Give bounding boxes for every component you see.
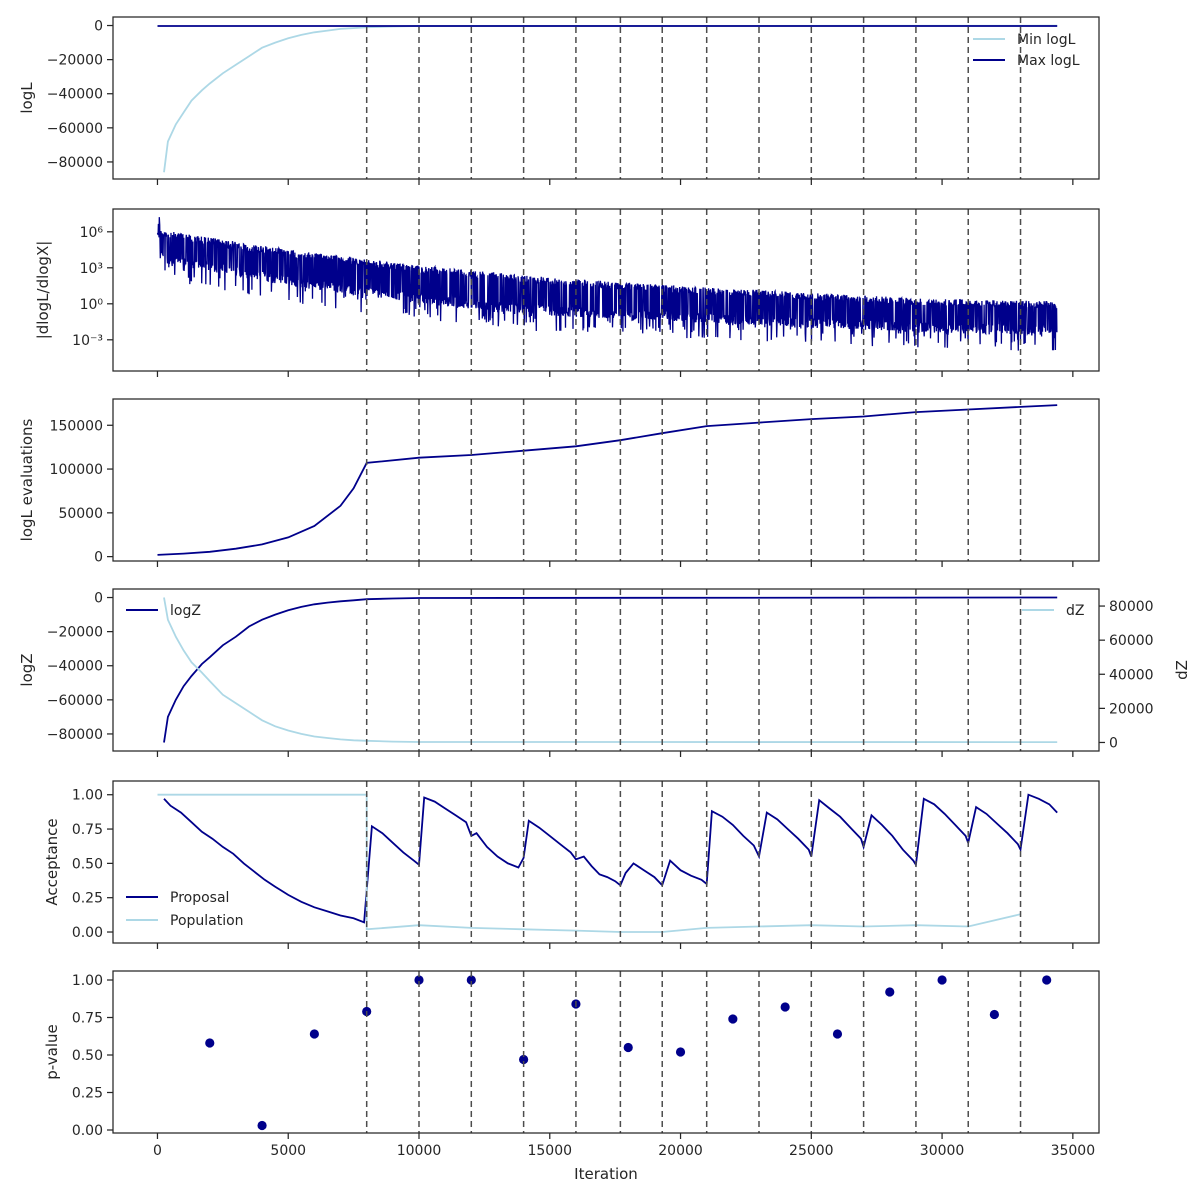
y-tick-label: 150000 [50, 418, 103, 434]
y-tick-label: −80000 [47, 727, 103, 743]
x-tick-label: 20000 [658, 1143, 703, 1159]
legend-max-logl-label: Max logL [1017, 53, 1080, 69]
y-tick-label: 10⁰ [80, 297, 104, 313]
y-tick-label: −40000 [47, 659, 103, 675]
axes-frame [112, 398, 1100, 562]
subplot-5: 0.00 0.25 0.50 0.75 1.00 Acceptance [43, 780, 1100, 949]
y-axis-label: logL [18, 82, 36, 114]
x-tick-label: 0 [153, 1143, 162, 1159]
subplot-4: 0 −20000 −40000 −60000 −80000 0 20000 40000 6000… [18, 588, 1191, 757]
y-tick-label: 1.00 [72, 788, 103, 804]
y-tick-label: 0.75 [72, 822, 103, 838]
series-line-1 [163, 24, 1058, 173]
axes-frame [112, 208, 1100, 372]
series-line-2 [163, 597, 1058, 743]
scatter-point [309, 1029, 319, 1039]
plot-area-2 [156, 209, 1058, 371]
scatter-point [257, 1120, 267, 1131]
y-tick-label: 0 [94, 19, 103, 35]
axes-frame [112, 588, 1100, 752]
legend-proposal-label: Proposal [170, 890, 229, 906]
axes-frame [112, 970, 1100, 1134]
y-tick-label: 0.25 [72, 891, 103, 907]
derivative-line [156, 217, 1058, 351]
scatter-point [728, 1014, 738, 1024]
y2-tick-label: 60000 [1109, 633, 1154, 649]
y-tick-label: 0 [94, 550, 103, 566]
legend-dz-label: dZ [1066, 603, 1084, 619]
axes-frame [112, 780, 1100, 944]
y-axis-label: logL evaluations [18, 418, 36, 541]
series-line-1 [163, 596, 1058, 743]
x-axis-label: Iteration [574, 1165, 638, 1183]
y-tick-label: −20000 [47, 53, 103, 69]
legend-acceptance: Proposal Population [126, 890, 244, 929]
y2-tick-label: 0 [1109, 735, 1118, 751]
y-tick-label: 0.00 [72, 1123, 103, 1139]
y-tick-label: 0.25 [72, 1086, 103, 1102]
y-axis-label: Acceptance [43, 818, 61, 905]
y-axis-label: p-value [43, 1024, 61, 1080]
y-tick-label: 1.00 [72, 973, 103, 989]
subplot-1: 0 −20000 −40000 −60000 −80000 logL [18, 16, 1100, 185]
legend-logz: logZ dZ [126, 603, 1084, 619]
y-tick-label: 100000 [50, 462, 103, 478]
y-tick-label: 0.50 [72, 1048, 103, 1064]
plot-area-4 [163, 589, 1058, 751]
scatter-point [937, 975, 947, 985]
plot-area-3 [157, 399, 1058, 561]
y2-tick-label: 80000 [1109, 599, 1154, 615]
y-tick-label: −60000 [47, 121, 103, 137]
y2-axis-label: dZ [1173, 660, 1191, 680]
plot-area-5 [157, 781, 1058, 943]
x-tick-label: 30000 [920, 1143, 965, 1159]
y-axis-label: |dlogL/dlogX| [34, 241, 52, 340]
y-tick-label: 0.00 [72, 925, 103, 941]
y-tick-label: 0.75 [72, 1011, 103, 1027]
scatter-point [885, 987, 895, 997]
legend-min-logl-label: Min logL [1017, 32, 1076, 48]
y-tick-label: 10⁻³ [72, 333, 103, 349]
y-tick-label: 10⁶ [80, 225, 104, 241]
subplot-6: 0 5000 10000 15000 20000 25000 30000 35000 Itera… [43, 970, 1100, 1183]
scatter-point [466, 975, 476, 985]
x-tick-label: 5000 [270, 1143, 306, 1159]
scatter-point [623, 1042, 633, 1053]
y-tick-label: 10³ [80, 261, 103, 277]
x-tick-label: 35000 [1051, 1143, 1096, 1159]
axes-frame [112, 16, 1100, 180]
scatter-point [989, 1009, 999, 1020]
y-axis-label: logZ [18, 653, 36, 686]
y2-tick-label: 40000 [1109, 667, 1154, 683]
scatter-point [832, 1029, 843, 1039]
legend-logl: Min logL Max logL [973, 32, 1080, 69]
y-tick-label: −80000 [47, 155, 103, 171]
y2-tick-label: 20000 [1109, 701, 1154, 717]
scatter-point [414, 975, 424, 985]
y-tick-label: 0 [94, 591, 103, 607]
subplot-2: 10⁶ 10³ 10⁰ 10⁻³ |dlogL/dlogX| [34, 208, 1100, 377]
scatter-point [205, 1038, 215, 1048]
y-tick-label: 50000 [58, 506, 103, 522]
x-tick-label: 15000 [527, 1143, 572, 1159]
x-tick-label: 10000 [397, 1143, 442, 1159]
plot-area-6 [205, 971, 1052, 1133]
scatter-point [519, 1054, 529, 1065]
scatter-point [675, 1047, 686, 1057]
scatter-point [1042, 975, 1052, 985]
legend-population-label: Population [170, 913, 244, 929]
subplot-3: 0 50000 100000 150000 logL evaluations [18, 398, 1100, 567]
x-tick-label: 25000 [789, 1143, 834, 1159]
series-line-1 [163, 793, 1058, 924]
y-tick-label: −20000 [47, 625, 103, 641]
y-tick-label: −60000 [47, 693, 103, 709]
plot-area-1 [157, 17, 1058, 179]
series-line-1 [157, 404, 1058, 556]
legend-logz-label: logZ [170, 603, 201, 619]
y-tick-label: 0.50 [72, 856, 103, 872]
scatter-point [780, 1002, 790, 1012]
y-tick-label: −40000 [47, 87, 103, 103]
subplots: 0−20000−40000−60000−80000logL10⁶10³10⁰10… [18, 16, 1191, 1183]
